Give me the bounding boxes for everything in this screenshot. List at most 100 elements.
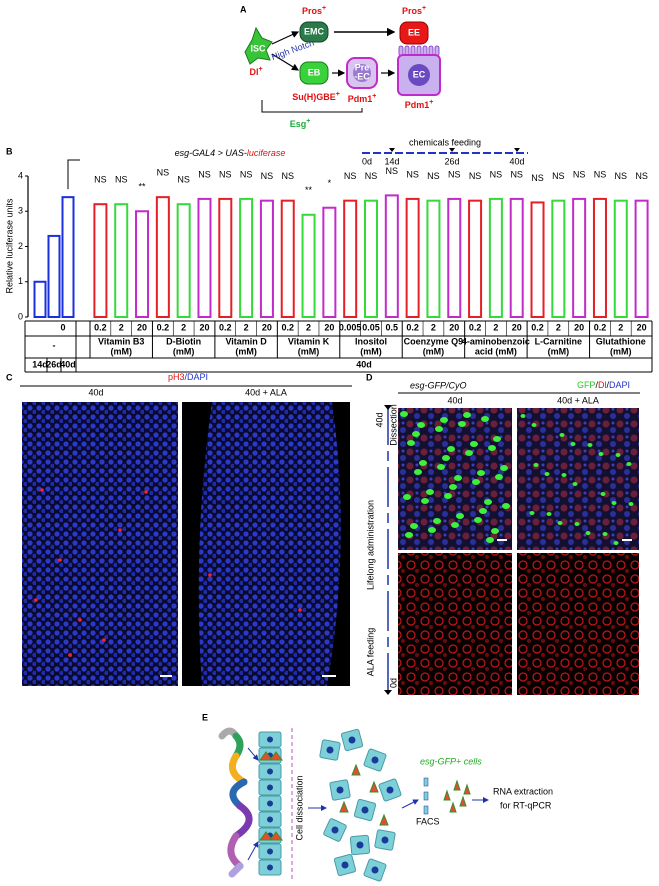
- dose-label: 0.05: [362, 322, 380, 332]
- gfp-cell: [440, 417, 448, 423]
- gfp-cell: [470, 441, 478, 447]
- nucleus: [267, 848, 273, 855]
- gfp-cell: [587, 443, 593, 447]
- side-label: ALA feeding: [365, 628, 375, 677]
- stain-sep2: /: [606, 380, 609, 390]
- ph3-spot: [58, 558, 62, 562]
- y-tick-label: 1: [18, 276, 23, 286]
- gfp-cell: [400, 411, 408, 417]
- dose-label: 0.2: [406, 322, 419, 332]
- timeline-marker: [449, 148, 455, 152]
- dose-label: 20: [324, 322, 334, 332]
- nucleus: [361, 806, 369, 814]
- dose-label: 2: [618, 322, 623, 332]
- bar: [135, 210, 150, 318]
- dose-label: 20: [137, 322, 147, 332]
- marker: Pdm1+: [348, 93, 377, 104]
- bracket: [261, 100, 363, 113]
- dose-label: 0.2: [531, 322, 544, 332]
- sorted-cell: [423, 777, 429, 787]
- nucleus: [408, 64, 430, 86]
- dose-label: 0.2: [281, 322, 294, 332]
- gut-segment: [227, 832, 244, 870]
- dose-label: 2: [306, 322, 311, 332]
- group-label: L-Carnitine: [535, 336, 583, 346]
- gfp-cell: [493, 436, 501, 442]
- stain-dapi: /DAPI: [185, 372, 209, 382]
- image-label: 40d: [88, 387, 103, 397]
- marker-text: Pdm1: [348, 94, 373, 104]
- bar: [176, 203, 191, 318]
- dose-label: 0.2: [157, 322, 170, 332]
- gfp-cell: [426, 489, 434, 495]
- gfp-cell: [403, 494, 411, 500]
- significance-label: NS: [157, 168, 170, 178]
- marker: Esg+: [290, 118, 311, 129]
- significance-label: **: [139, 182, 147, 192]
- panel-letter: B: [6, 146, 13, 156]
- dose-label: 20: [449, 322, 459, 332]
- progenitor: [453, 779, 461, 791]
- cell-label: -EC: [354, 71, 370, 81]
- stain-gfp: GFP: [577, 380, 596, 390]
- side-label: Dissection: [388, 404, 398, 446]
- gfp-cell: [533, 463, 539, 467]
- bar: [634, 199, 649, 318]
- gut-segment: [229, 778, 248, 810]
- marker-text: Pros: [402, 6, 422, 16]
- dose-label: 0.2: [94, 322, 107, 332]
- background: [327, 402, 350, 686]
- step-label: RNA extraction: [493, 786, 553, 796]
- genotype: esg-GFP/CyO: [410, 380, 467, 390]
- dose-label: 0.2: [594, 322, 607, 332]
- gfp-cell: [477, 470, 485, 476]
- timeline-tick: 26d: [444, 156, 459, 166]
- gfp-cell: [479, 508, 487, 514]
- marker-text: Esg: [290, 119, 307, 129]
- ph3-spot: [208, 573, 212, 577]
- nucleus: [336, 786, 344, 794]
- marker-text: Dl: [249, 67, 258, 77]
- progenitor: [459, 795, 467, 807]
- gfp-cell: [419, 460, 427, 466]
- group-label: (mM): [548, 346, 570, 356]
- progenitor: [351, 763, 361, 776]
- bar: [114, 203, 129, 318]
- bar: [384, 194, 399, 318]
- marker-text: Pdm1: [405, 100, 430, 110]
- significance-label: NS: [177, 175, 190, 185]
- gfp-cell: [531, 423, 537, 427]
- gfp-cell: [456, 513, 464, 519]
- significance-label: NS: [427, 171, 440, 181]
- gfp-cell: [435, 426, 443, 432]
- significance-label: NS: [198, 169, 211, 179]
- gfp-cell: [529, 511, 535, 515]
- bar: [47, 234, 61, 318]
- gfp-cell: [458, 421, 466, 427]
- ph3-spot: [34, 598, 38, 602]
- gfp-cell: [502, 503, 510, 509]
- bar: [197, 197, 212, 319]
- nucleus: [267, 816, 273, 823]
- significance-label: NS: [594, 169, 607, 179]
- significance-label: NS: [281, 171, 294, 181]
- timeline-marker: [389, 148, 395, 152]
- significance-label: **: [305, 185, 313, 195]
- bar: [239, 197, 254, 319]
- ph3-spot: [68, 653, 72, 657]
- cell-label: Pre: [355, 62, 370, 72]
- panel-letter: E: [202, 712, 208, 722]
- gfp-cell: [559, 433, 565, 437]
- bar: [426, 199, 441, 318]
- group-label: Coenzyme Q9: [404, 336, 464, 346]
- line: [247, 841, 259, 861]
- gfp-cell: [570, 442, 576, 446]
- group-label: (mM): [610, 346, 632, 356]
- gfp-cell: [520, 414, 526, 418]
- micrograph: [398, 553, 512, 695]
- day-label: 14d: [32, 359, 48, 369]
- dose-label: 2: [244, 322, 249, 332]
- side-label: Lifelong administration: [365, 500, 375, 590]
- progenitor: [339, 800, 349, 813]
- y-tick-label: 4: [18, 170, 23, 180]
